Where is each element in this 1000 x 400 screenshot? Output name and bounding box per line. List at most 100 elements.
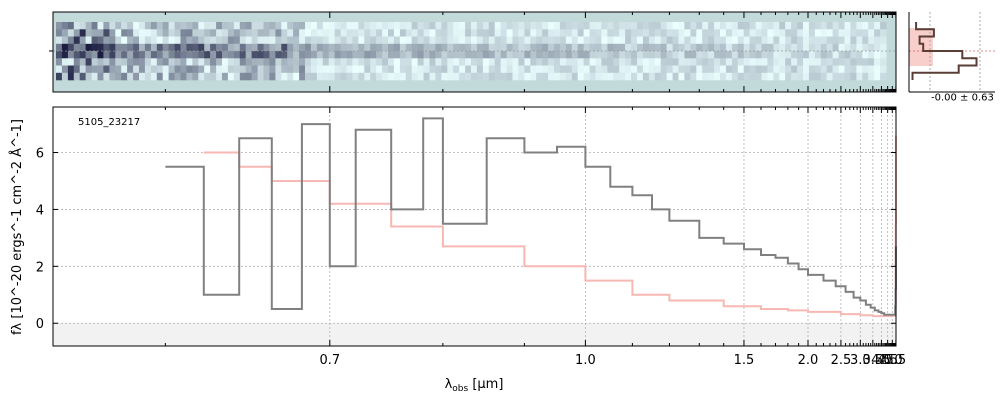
heat-cell: [791, 51, 798, 59]
heat-cell: [589, 72, 597, 81]
heat-cell: [56, 51, 63, 59]
heat-cell: [358, 36, 365, 44]
heat-cell: [67, 36, 75, 44]
heat-cell: [874, 43, 881, 52]
heat-cell: [500, 58, 508, 66]
heat-cell: [601, 51, 608, 59]
heat-cell: [494, 36, 502, 44]
heat-cell: [803, 29, 810, 37]
spectrum-2d-heatmap: [56, 22, 887, 81]
heat-cell: [453, 51, 460, 59]
heat-cell: [411, 36, 419, 44]
heat-cell: [174, 65, 182, 73]
heat-cell: [67, 58, 75, 66]
heat-cell: [115, 51, 122, 59]
heat-cell: [139, 29, 146, 37]
heat-cell: [174, 51, 182, 59]
heat-cell: [435, 36, 442, 44]
heat-cell: [393, 29, 401, 37]
heat-cell: [162, 72, 170, 81]
heat-cell: [874, 22, 881, 30]
heat-cell: [767, 22, 774, 30]
heat-cell: [554, 22, 561, 30]
heat-cell: [305, 22, 312, 30]
heat-cell: [844, 29, 851, 37]
heat-cell: [257, 29, 265, 37]
heat-cell: [186, 51, 193, 59]
heat-cell: [340, 29, 348, 37]
heat-cell: [814, 36, 822, 44]
heat-cell: [512, 51, 519, 59]
heat-cell: [512, 58, 519, 66]
heat-cell: [767, 29, 774, 37]
heat-cell: [204, 58, 211, 66]
heat-cell: [257, 58, 265, 66]
heat-cell: [245, 22, 253, 30]
heat-cell: [577, 51, 585, 59]
heat-cell: [109, 58, 116, 66]
heat-cell: [696, 58, 703, 66]
heat-cell: [162, 22, 170, 30]
heat-cell: [340, 43, 348, 52]
y-tick-label-1: 2: [36, 260, 44, 275]
heat-cell: [471, 72, 478, 81]
heat-cell: [334, 58, 342, 66]
heat-cell: [524, 36, 531, 44]
heat-cell: [542, 29, 549, 37]
heat-cell: [352, 58, 359, 66]
heat-cell: [583, 65, 591, 73]
heat-cell: [127, 29, 134, 37]
heat-cell: [257, 22, 265, 30]
heat-cell: [660, 58, 668, 66]
heat-cell: [761, 22, 768, 30]
heat-cell: [299, 22, 306, 30]
heat-cell: [808, 58, 816, 66]
heat-cell: [542, 51, 549, 59]
heat-cell: [672, 65, 680, 73]
heat-cell: [310, 51, 318, 59]
heat-cell: [269, 36, 276, 44]
heat-cell: [797, 43, 804, 52]
heat-cell: [494, 65, 502, 73]
heat-cell: [512, 22, 519, 30]
heat-cell: [322, 22, 330, 30]
heat-cell: [127, 65, 134, 73]
heat-cell: [115, 43, 122, 52]
heat-cell: [797, 51, 804, 59]
heat-cell: [429, 58, 436, 66]
x-axis-label-unit: [μm]: [468, 377, 503, 392]
heat-cell: [376, 36, 383, 44]
heat-cell: [820, 29, 828, 37]
heat-cell: [880, 51, 887, 59]
heat-cell: [850, 65, 857, 73]
heat-cell: [631, 58, 638, 66]
heat-cell: [500, 51, 508, 59]
heat-cell: [316, 29, 324, 37]
heat-cell: [725, 22, 733, 30]
heat-cell: [263, 22, 270, 30]
heat-cell: [637, 29, 644, 37]
heat-cell: [109, 51, 116, 59]
heat-cell: [216, 29, 223, 37]
heat-cell: [648, 65, 656, 73]
heat-cell: [245, 36, 253, 44]
heat-cell: [862, 65, 869, 73]
heat-cell: [346, 65, 353, 73]
heat-cell: [310, 29, 318, 37]
heat-cell: [322, 72, 330, 81]
heat-cell: [708, 72, 715, 81]
heat-cell: [619, 43, 626, 52]
heat-cell: [577, 43, 585, 52]
heat-cell: [417, 51, 425, 59]
heat-cell: [601, 22, 608, 30]
heat-cell: [227, 36, 235, 44]
heat-cell: [251, 72, 259, 81]
heat-cell: [773, 51, 780, 59]
heat-cell: [814, 43, 822, 52]
heat-cell: [222, 29, 229, 37]
heat-cell: [251, 22, 259, 30]
heat-cell: [690, 51, 697, 59]
heat-cell: [678, 58, 685, 66]
heat-cell: [785, 58, 792, 66]
